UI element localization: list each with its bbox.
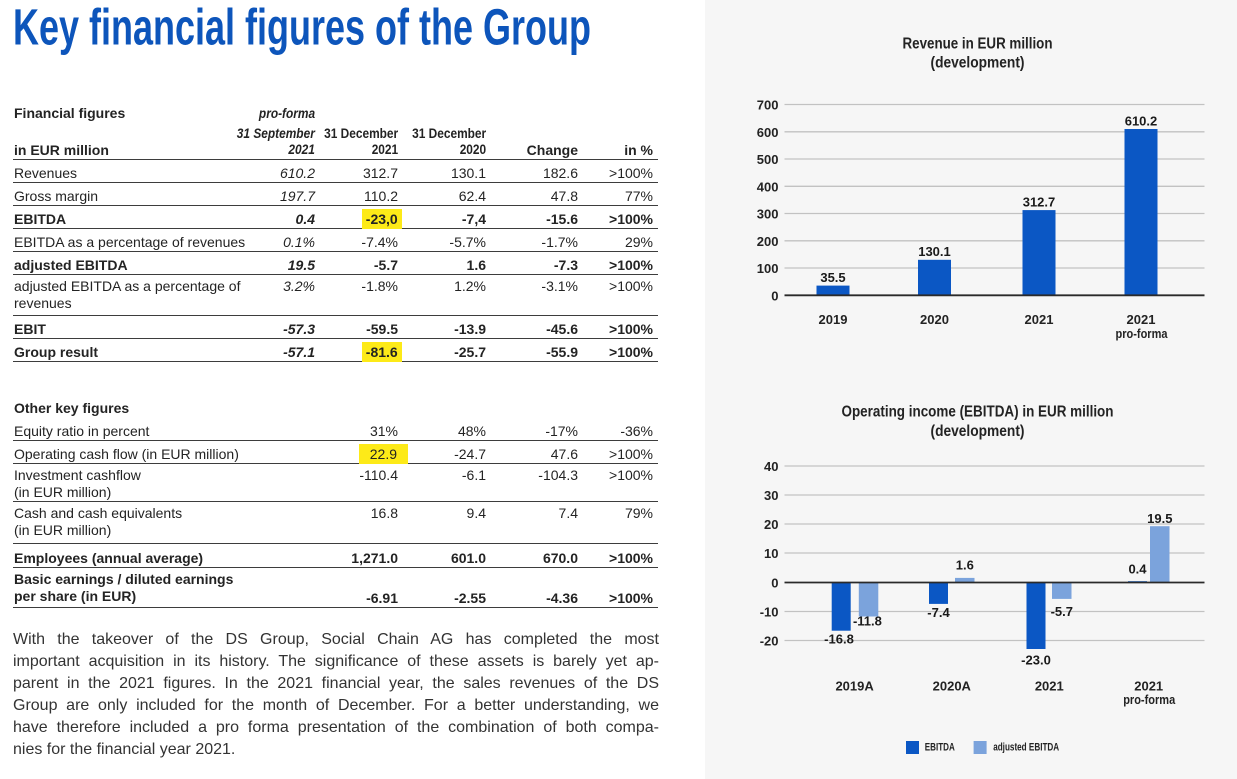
svg-text:10: 10 bbox=[764, 546, 778, 561]
svg-text:2021: 2021 bbox=[1127, 312, 1156, 327]
svg-text:2020A: 2020A bbox=[933, 679, 972, 694]
svg-text:2021: 2021 bbox=[1134, 679, 1163, 694]
svg-text:20: 20 bbox=[764, 517, 778, 532]
svg-text:0: 0 bbox=[771, 288, 778, 303]
svg-text:130.1: 130.1 bbox=[918, 244, 951, 259]
svg-text:0.4: 0.4 bbox=[1128, 562, 1147, 577]
svg-text:100: 100 bbox=[757, 261, 779, 276]
svg-text:(development): (development) bbox=[931, 423, 1025, 440]
svg-text:30: 30 bbox=[764, 488, 778, 503]
svg-text:400: 400 bbox=[757, 179, 779, 194]
svg-text:pro-forma: pro-forma bbox=[1123, 692, 1176, 707]
svg-text:-11.8: -11.8 bbox=[853, 614, 882, 629]
svg-text:-20: -20 bbox=[760, 634, 779, 649]
svg-text:(development): (development) bbox=[931, 55, 1025, 72]
svg-text:pro-forma: pro-forma bbox=[1116, 326, 1169, 341]
svg-text:1.6: 1.6 bbox=[956, 558, 974, 573]
svg-text:35.5: 35.5 bbox=[820, 270, 845, 285]
svg-text:0: 0 bbox=[771, 576, 778, 591]
svg-text:Operating income (EBITDA) in E: Operating income (EBITDA) in EUR million bbox=[842, 404, 1114, 421]
svg-text:EBITDA: EBITDA bbox=[925, 741, 955, 753]
svg-text:adjusted EBITDA: adjusted EBITDA bbox=[993, 742, 1059, 754]
svg-text:-7.4: -7.4 bbox=[927, 605, 950, 620]
svg-text:312.7: 312.7 bbox=[1023, 195, 1056, 210]
svg-text:-5.7: -5.7 bbox=[1051, 604, 1073, 619]
svg-text:2021: 2021 bbox=[1035, 679, 1064, 694]
svg-text:19.5: 19.5 bbox=[1147, 511, 1172, 526]
svg-text:500: 500 bbox=[757, 152, 779, 167]
svg-text:2021: 2021 bbox=[1025, 312, 1054, 327]
svg-text:40: 40 bbox=[764, 459, 778, 474]
svg-text:2019A: 2019A bbox=[835, 679, 874, 694]
svg-text:-10: -10 bbox=[760, 605, 779, 620]
svg-text:-16.8: -16.8 bbox=[824, 631, 854, 646]
svg-text:610.2: 610.2 bbox=[1125, 114, 1158, 129]
svg-text:300: 300 bbox=[757, 207, 779, 222]
svg-text:-23.0: -23.0 bbox=[1021, 652, 1051, 667]
svg-text:600: 600 bbox=[757, 125, 779, 140]
svg-text:2019: 2019 bbox=[819, 312, 848, 327]
svg-text:2020: 2020 bbox=[920, 312, 949, 327]
svg-text:700: 700 bbox=[757, 98, 779, 113]
svg-text:Revenue in EUR million: Revenue in EUR million bbox=[903, 36, 1053, 53]
svg-text:Key financial figures of the G: Key financial figures of the Group bbox=[13, 0, 591, 56]
svg-text:200: 200 bbox=[757, 234, 779, 249]
